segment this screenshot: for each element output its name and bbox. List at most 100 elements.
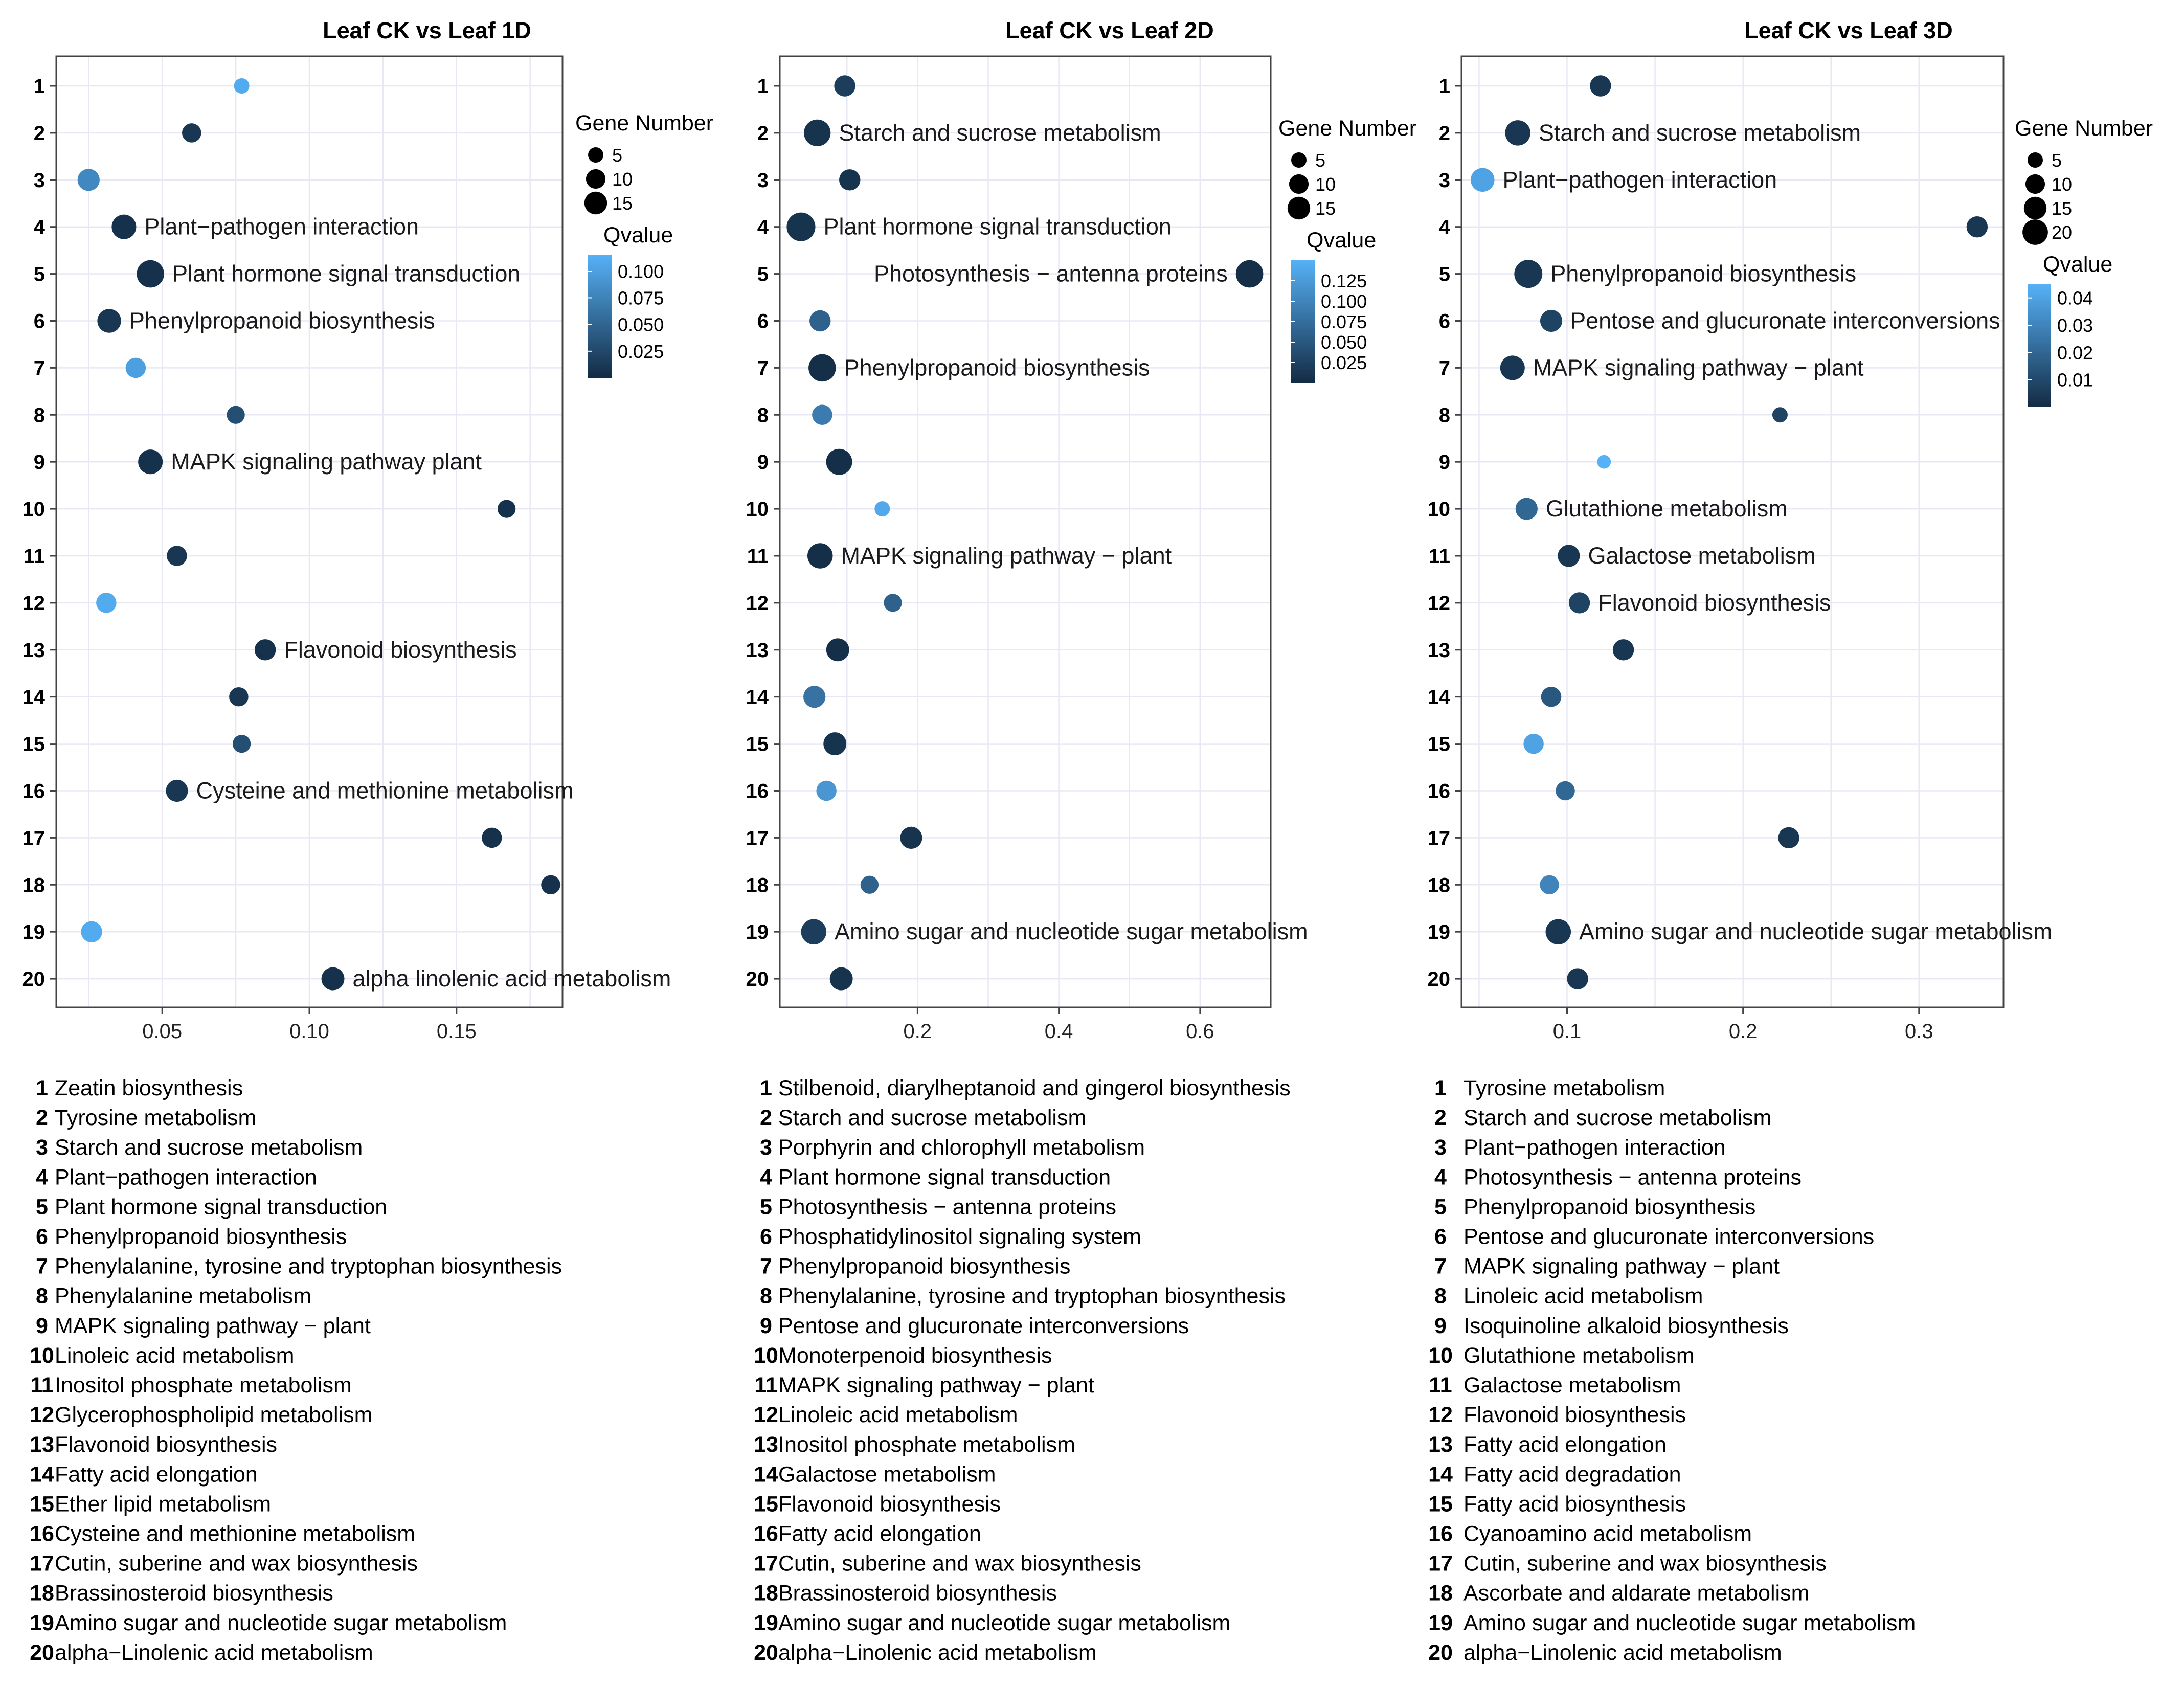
data-point-20 [829, 967, 853, 991]
data-point-17 [1778, 827, 1799, 849]
pathway-key: 1 Zeatin biosynthesis 2 Tyrosine metabolism… [30, 1076, 562, 1665]
data-point-1 [834, 75, 855, 97]
data-point-3 [839, 169, 861, 191]
pathway-number: 6 [36, 1225, 48, 1249]
data-point-18 [860, 875, 879, 894]
pathway-number: 6 [1434, 1225, 1447, 1249]
pathway-name: Amino sugar and nucleotide sugar metabol… [55, 1611, 507, 1635]
panel-title: Leaf CK vs Leaf 3D [1744, 17, 1953, 43]
size-legend-dot [2022, 219, 2048, 245]
y-tick-label: 13 [22, 639, 46, 662]
annotation-label: MAPK signaling pathway plant [171, 448, 482, 475]
pathway-name: Phenylalanine, tyrosine and tryptophan b… [778, 1284, 1286, 1309]
data-point-13 [826, 638, 849, 662]
pathway-name: Plant hormone signal transduction [778, 1165, 1111, 1189]
pathway-name: Glutathione metabolism [1463, 1343, 1695, 1368]
pathway-number: 2 [1434, 1106, 1447, 1130]
pathway-name: Flavonoid biosynthesis [1463, 1403, 1686, 1427]
pathway-number: 20 [30, 1640, 54, 1665]
pathway-name: Photosynthesis − antenna proteins [1463, 1165, 1802, 1189]
y-tick-label: 15 [746, 733, 769, 756]
size-legend-label: 10 [612, 169, 633, 190]
annotation-label: Plant hormone signal transduction [824, 214, 1172, 240]
data-point-5 [1235, 260, 1264, 288]
y-tick-label: 20 [22, 968, 46, 991]
pathway-number: 9 [760, 1314, 772, 1338]
data-point-4 [786, 212, 816, 241]
pathway-number: 7 [1434, 1254, 1447, 1279]
y-tick-label: 19 [746, 921, 769, 943]
data-point-1 [234, 78, 250, 94]
y-tick-label: 11 [24, 545, 45, 568]
data-point-8 [812, 404, 832, 425]
annotation-label: Phenylpropanoid biosynthesis [844, 354, 1150, 380]
pathway-number: 7 [36, 1254, 48, 1279]
pathway-number: 7 [760, 1254, 772, 1279]
pathway-number: 1 [760, 1076, 772, 1100]
y-tick-label: 20 [1428, 968, 1451, 991]
pathway-number: 17 [30, 1551, 54, 1576]
annotation-label: Flavonoid biosynthesis [284, 637, 516, 663]
size-legend-label: 20 [2052, 222, 2072, 243]
pathway-number: 9 [36, 1314, 48, 1338]
y-tick-label: 20 [746, 968, 769, 991]
y-tick-label: 14 [1428, 686, 1451, 709]
pathway-number: 10 [1428, 1343, 1453, 1368]
pathway-number: 11 [30, 1373, 53, 1398]
pathway-number: 18 [30, 1581, 54, 1606]
plot-area [780, 56, 1271, 1007]
size-legend-label: 10 [2052, 174, 2072, 195]
pathway-number: 12 [754, 1403, 778, 1427]
annotation-label: Glutathione metabolism [1546, 496, 1788, 522]
pathway-name: Phosphatidylinositol signaling system [778, 1225, 1141, 1249]
data-point-16 [166, 779, 188, 802]
pathway-name: Inositol phosphate metabolism [55, 1373, 352, 1398]
pathway-name: Starch and sucrose metabolism [55, 1135, 363, 1160]
annotation-label: Cysteine and methionine metabolism [196, 778, 574, 804]
color-legend-title: Qvalue [1307, 228, 1376, 253]
pathway-name: Starch and sucrose metabolism [778, 1106, 1086, 1130]
pathway-number: 15 [1428, 1492, 1453, 1516]
color-legend-label: 0.03 [2057, 315, 2093, 336]
pathway-number: 4 [1434, 1165, 1447, 1189]
pathway-name: Pentose and glucuronate interconversions [778, 1314, 1189, 1338]
pathway-name: Phenylalanine metabolism [55, 1284, 311, 1309]
pathway-number: 4 [36, 1165, 48, 1189]
data-point-19 [1545, 919, 1571, 944]
color-legend-label: 0.075 [1321, 311, 1367, 332]
pathway-number: 20 [1428, 1640, 1453, 1665]
y-tick-label: 8 [34, 404, 45, 426]
size-legend-dot [2025, 174, 2045, 194]
data-point-2 [1505, 120, 1530, 146]
y-tick-label: 13 [1428, 639, 1451, 662]
data-point-6 [809, 310, 831, 332]
color-legend-label: 0.100 [618, 261, 664, 282]
pathway-name: Phenylpropanoid biosynthesis [778, 1254, 1070, 1279]
data-point-2 [182, 123, 201, 143]
pathway-number: 10 [754, 1343, 778, 1368]
data-point-2 [804, 119, 831, 147]
y-tick-label: 16 [1428, 780, 1451, 803]
pathway-name: Inositol phosphate metabolism [778, 1432, 1075, 1457]
y-tick-label: 17 [22, 827, 46, 849]
data-point-10 [874, 501, 890, 517]
color-legend-label: 0.125 [1321, 271, 1367, 291]
color-legend-label: 0.04 [2057, 288, 2093, 309]
size-legend-label: 5 [2052, 150, 2062, 171]
pathway-name: Galactose metabolism [778, 1462, 996, 1487]
y-tick-label: 19 [1428, 921, 1451, 943]
y-tick-label: 9 [757, 451, 769, 474]
data-point-6 [1540, 309, 1563, 332]
size-legend-label: 15 [1315, 198, 1336, 219]
data-point-7 [125, 357, 146, 378]
pathway-name: Flavonoid biosynthesis [778, 1492, 1001, 1516]
data-point-13 [254, 639, 276, 661]
pathway-number: 18 [1428, 1581, 1453, 1606]
data-point-4 [111, 214, 137, 239]
x-tick-label: 0.4 [1045, 1020, 1073, 1043]
annotation-label: Galactose metabolism [1588, 543, 1816, 569]
data-point-10 [1515, 498, 1538, 520]
pathway-key: 1 Tyrosine metabolism 2 Starch and sucrose … [1428, 1076, 1916, 1665]
annotation-label: Starch and sucrose metabolism [1539, 120, 1861, 146]
pathway-name: Fatty acid elongation [55, 1462, 258, 1487]
